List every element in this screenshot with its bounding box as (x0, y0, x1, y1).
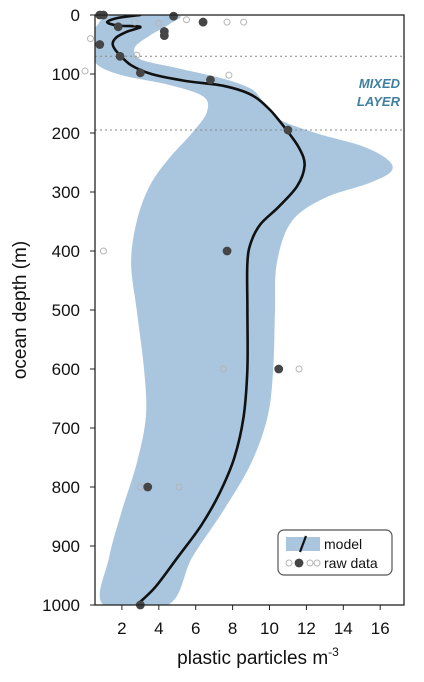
y-tick-label: 200 (52, 124, 80, 143)
y-tick-label: 500 (52, 301, 80, 320)
y-tick-label: 900 (52, 537, 80, 556)
raw-data-point-open (223, 18, 231, 26)
y-axis: 0 100 200 300 400 500 600 700 800 900 1000 (42, 6, 95, 615)
x-tick-label: 14 (334, 619, 353, 638)
raw-data-point (135, 68, 145, 78)
raw-data-point-open (182, 16, 190, 24)
raw-data-point-open (295, 365, 303, 373)
y-tick-label: 600 (52, 360, 80, 379)
raw-data-point-open (225, 71, 233, 79)
y-tick-label: 1000 (42, 596, 80, 615)
model-layer (105, 15, 306, 605)
raw-data-point-open (99, 247, 107, 255)
x-axis-title: plastic particles m-3 (177, 645, 339, 669)
band-layer (95, 15, 393, 605)
raw-data-point (198, 17, 208, 27)
raw-data-point-open (219, 365, 227, 373)
x-tick-label: 10 (260, 619, 279, 638)
legend-raw-data-label: raw data (324, 555, 378, 571)
y-axis-title: ocean depth (m) (10, 241, 31, 379)
raw-data-point (159, 31, 169, 41)
x-tick-label: 8 (228, 619, 237, 638)
raw-data-point (143, 482, 153, 492)
y-tick-label: 700 (52, 419, 80, 438)
x-tick-label: 12 (297, 619, 316, 638)
y-tick-label: 800 (52, 478, 80, 497)
raw-data-point-open (87, 35, 95, 43)
raw-data-point-open (155, 19, 163, 27)
raw-data-point-open (240, 18, 248, 26)
legend-filled-point (294, 558, 304, 568)
legend-open-point-1 (285, 559, 293, 567)
x-tick-label: 2 (117, 619, 126, 638)
raw-data-point (113, 22, 123, 32)
raw-data-layer (81, 10, 303, 610)
y-tick-label: 400 (52, 242, 80, 261)
raw-data-point-open (133, 51, 141, 59)
x-axis-title-superscript: -3 (328, 645, 339, 659)
x-tick-label: 6 (191, 619, 200, 638)
reference-lines (95, 55, 404, 131)
raw-data-point (283, 125, 293, 135)
model-uncertainty-band (95, 15, 393, 605)
x-tick-label: 4 (154, 619, 163, 638)
raw-data-point-open (175, 483, 183, 491)
raw-data-point (206, 75, 215, 85)
x-axis-title-text: plastic particles m (177, 648, 328, 669)
legend-open-point-2 (306, 559, 314, 567)
raw-data-point (222, 246, 232, 256)
legend-model-line (298, 535, 308, 553)
annotation-line-2: LAYER (357, 94, 401, 109)
y-tick-label: 300 (52, 183, 80, 202)
raw-data-point-open (131, 18, 139, 26)
legend-open-point-3 (313, 559, 321, 567)
annotation-line-1: MIXED (359, 76, 401, 91)
legend-model-label: model (324, 536, 362, 552)
x-axis: 2 4 6 8 10 12 14 16 (117, 605, 390, 638)
legend: model raw data (277, 529, 393, 576)
raw-data-point (95, 40, 105, 49)
raw-data-point (274, 364, 284, 374)
raw-data-point (169, 11, 178, 21)
model-line (105, 15, 306, 605)
x-tick-label: 16 (371, 619, 390, 638)
raw-data-point (115, 51, 125, 61)
y-tick-label: 100 (52, 65, 80, 84)
raw-data-point-open (81, 67, 89, 75)
y-tick-label: 0 (71, 6, 80, 25)
